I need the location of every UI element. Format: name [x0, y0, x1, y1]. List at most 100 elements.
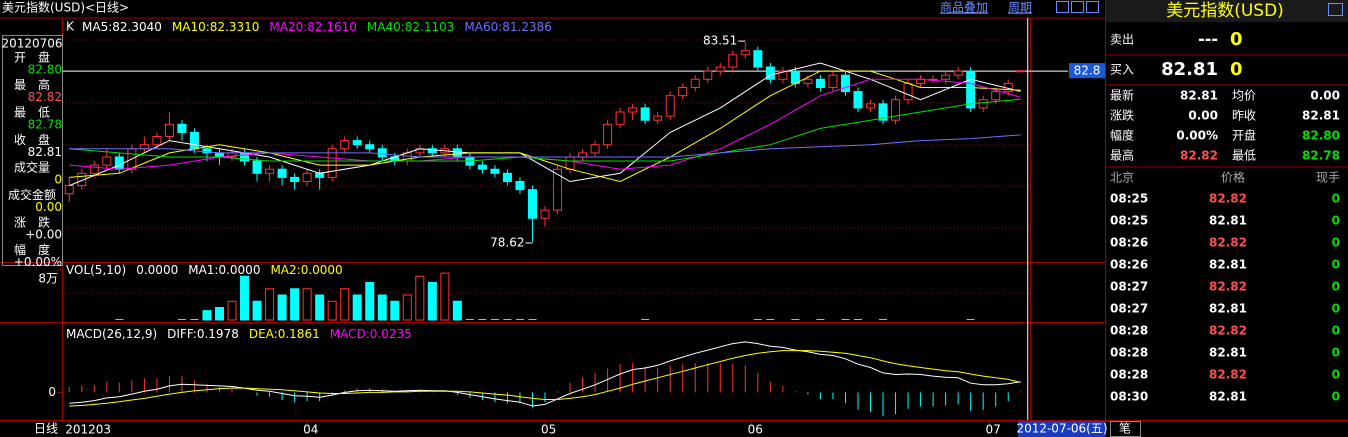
stat-value: 0.00%: [1176, 129, 1218, 143]
trade-time: 08:27: [1110, 280, 1148, 294]
candle-body: [252, 160, 262, 174]
candle-body: [365, 144, 375, 150]
stat-label: 最新: [1110, 88, 1134, 103]
volume-bar: [465, 319, 474, 320]
volume-bar: [678, 319, 687, 320]
trade-time: 08:28: [1110, 324, 1148, 338]
stat-value: 82.81: [1302, 109, 1340, 123]
price-label: 82.8: [1074, 64, 1101, 78]
legend-k: K: [66, 20, 75, 34]
info-label: 涨 跌: [14, 215, 50, 230]
volume-bar: [140, 319, 149, 320]
candle-body: [878, 103, 888, 121]
volume-bar: [691, 319, 700, 320]
volume-bar: [591, 319, 600, 320]
info-value: 82.82: [28, 90, 62, 104]
trade-time: 08:26: [1110, 258, 1148, 272]
x-tick-label: 07: [985, 423, 1000, 437]
candle-body: [978, 99, 988, 109]
diff-line: [69, 341, 1021, 407]
candle-body: [502, 172, 512, 182]
volume-bar: [177, 319, 186, 320]
legend-text: MACD:: [330, 327, 370, 341]
candle-body: [490, 168, 500, 174]
ma-line: [69, 98, 1021, 162]
info-label: 成交金额: [8, 187, 56, 202]
trade-volume: 0: [1332, 258, 1340, 272]
volume-bar: [227, 300, 237, 321]
volume-bar: [415, 275, 425, 321]
icon-button[interactable]: [1071, 1, 1084, 13]
candle-body: [177, 123, 187, 133]
trade-volume: 0: [1332, 280, 1340, 294]
buy-volume: 0: [1230, 59, 1243, 80]
link[interactable]: 商品叠加: [940, 0, 988, 15]
candle-body: [102, 156, 112, 166]
legend-text: DEA:: [249, 327, 278, 341]
legend-entry: DEA:0.1861: [249, 327, 320, 341]
legend-entry: VOL(5,10): [66, 263, 126, 277]
low-annotation: 78.62: [490, 235, 524, 249]
trade-price: 82.82: [1209, 192, 1247, 206]
volume-bar: [866, 319, 875, 320]
window-title: 美元指数(USD)<日线>: [2, 0, 129, 15]
volume-bar: [566, 319, 575, 320]
stat-label: 昨收: [1232, 109, 1256, 123]
volume-bar: [741, 319, 750, 320]
trade-header: 北京: [1110, 171, 1134, 185]
trade-time: 08:28: [1110, 346, 1148, 360]
candle-body: [477, 164, 487, 170]
ma-line: [69, 134, 1021, 158]
volume-bar: [653, 319, 662, 320]
volume-bar: [891, 319, 900, 320]
candle-body: [327, 148, 337, 178]
candle-body: [302, 172, 312, 182]
volume-bar: [816, 319, 825, 320]
trade-header: 现手: [1316, 171, 1340, 185]
volume-bar: [252, 300, 262, 321]
info-label: 开 盘: [14, 50, 50, 65]
volume-bar: [152, 319, 161, 320]
link[interactable]: 周期: [1008, 1, 1032, 15]
candle-body: [89, 164, 99, 174]
candle-body: [678, 86, 688, 97]
trade-price: 82.82: [1209, 368, 1247, 382]
candle-body: [590, 144, 600, 154]
volume-bar: [390, 300, 400, 321]
candle-body: [315, 172, 325, 178]
info-date: 20120706: [1, 37, 62, 51]
candle-body: [265, 168, 275, 174]
tab-label[interactable]: 笔: [1119, 421, 1131, 436]
candle-body: [290, 176, 300, 182]
info-value: 0.00: [35, 200, 62, 214]
candle-body: [991, 91, 1001, 101]
trade-time: 08:25: [1110, 192, 1148, 206]
icon-button[interactable]: [1328, 3, 1343, 16]
candle-body: [740, 50, 750, 56]
candle-body: [966, 70, 976, 109]
legend-entry: MA5:82.3040: [82, 20, 162, 34]
legend-entry: MACD:0.0235: [330, 327, 412, 341]
stat-value: 0.00: [1188, 109, 1218, 123]
volume-bar: [803, 319, 812, 320]
candle-body: [139, 144, 149, 150]
candle-body: [553, 168, 563, 211]
toolbar-icons[interactable]: [1056, 1, 1343, 16]
y-tick-label: 0: [48, 385, 56, 399]
icon-button[interactable]: [1086, 1, 1099, 13]
icon-button[interactable]: [1056, 1, 1069, 13]
volume-bar: [365, 282, 375, 321]
candle-body: [903, 82, 913, 101]
info-label: 最 高: [14, 77, 50, 92]
volume-bar: [603, 319, 612, 320]
candle-body: [515, 180, 525, 191]
volume-bar: [916, 319, 925, 320]
candle-body: [665, 95, 675, 117]
candle-body: [941, 74, 951, 80]
legend-text: 82.3040: [112, 20, 162, 34]
legend-text: 82.1610: [307, 20, 357, 34]
candle-body: [653, 115, 663, 121]
volume-bar: [641, 319, 650, 320]
volume-bar: [515, 319, 524, 320]
